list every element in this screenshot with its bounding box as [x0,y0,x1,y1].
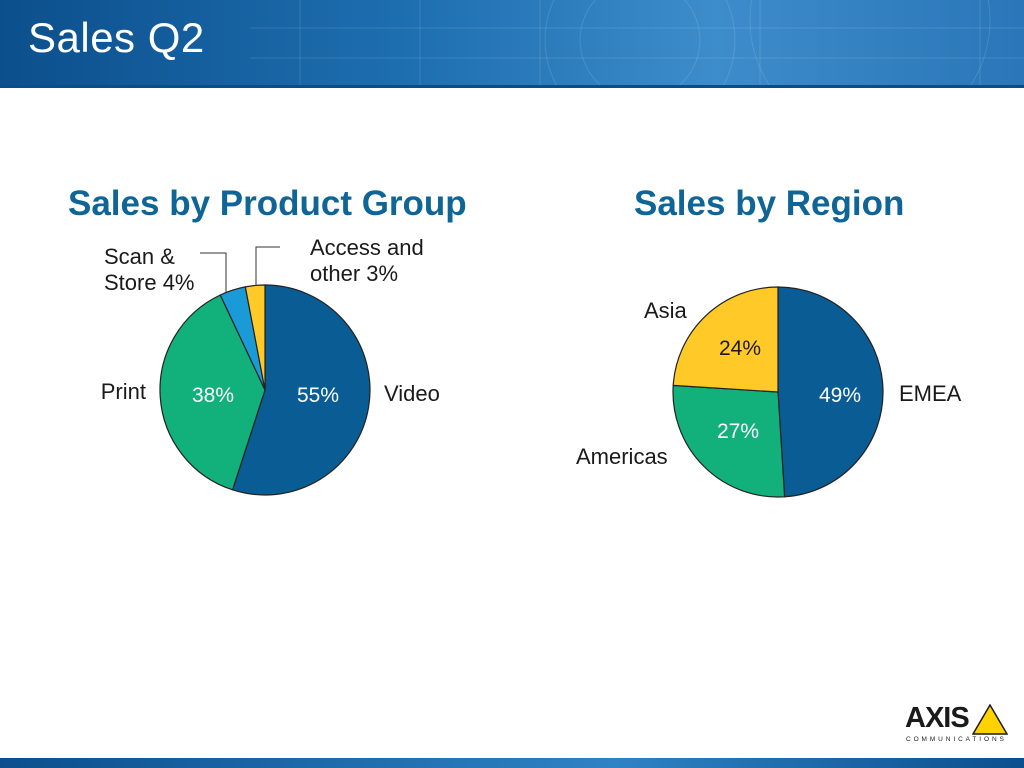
header-banner: Sales Q2 [0,0,1024,85]
slice-value-label: 49% [819,384,861,407]
warning-triangle-icon [972,704,1008,735]
pie-slice-access-and-other-3 [244,284,266,391]
logo-subtitle: COMMUNICATIONS [906,736,1007,743]
pie-slice-americas [672,384,786,498]
slice-category-label-access-and-other-3: other 3% [310,261,398,286]
chart-title-region: Sales by Region [634,184,905,223]
chart-title-product-group: Sales by Product Group [68,184,467,223]
slice-value-label: 38% [192,384,234,407]
pie-chart-product-group: 55% 38% Video Print Scan &Store 4% Access and… [101,235,440,496]
header-texture [250,0,1024,85]
pie-chart-region: 49% 27% 24% EMEA Americas Asia [576,286,962,498]
slice-value-label: 24% [719,337,761,360]
slice-category-label-emea: EMEA [899,381,962,406]
slice-category-label-video: Video [384,381,440,406]
pie-slice-asia [672,286,779,393]
slice-category-label-scan-store-4: Store 4% [104,270,195,295]
leader-line [255,246,280,286]
slide-title: Sales Q2 [28,14,205,61]
leader-line [200,252,227,292]
pie-slice-emea [777,286,884,498]
slice-value-label: 55% [297,384,339,407]
logo-wordmark: AXIS [905,702,970,734]
axis-logo: AXIS COMMUNICATIONS [902,700,1010,746]
slice-category-label-access-and-other-3: Access and [310,235,424,260]
slice-category-label-asia: Asia [644,298,688,323]
pie-slice-video [231,284,371,496]
footer-bar [0,758,1024,768]
header-rule [0,85,1024,88]
slice-category-label-scan-store-4: Scan & [104,244,175,269]
slice-value-label: 27% [717,420,759,443]
pie-slice-print [159,294,266,491]
slice-category-label-americas: Americas [576,444,668,469]
slice-category-label-print: Print [101,379,146,404]
